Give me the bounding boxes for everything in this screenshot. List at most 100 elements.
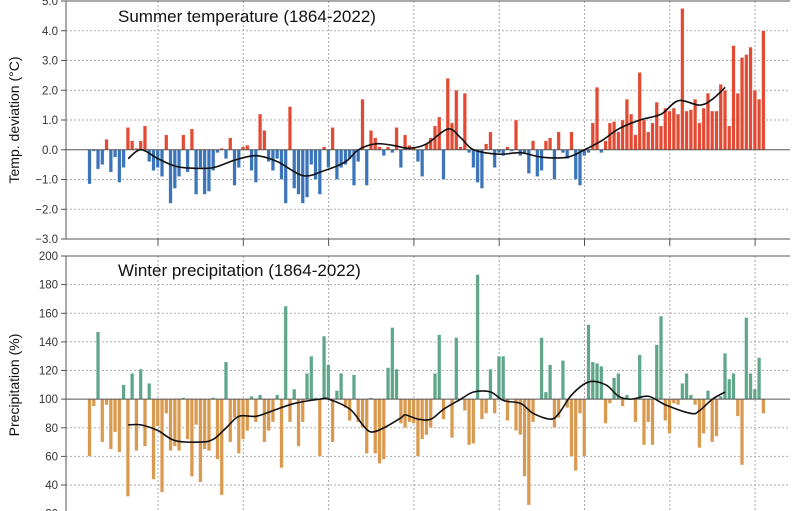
y-tick-label: 100 — [39, 394, 58, 406]
bar-positive — [138, 368, 143, 400]
bar-negative — [87, 149, 92, 185]
bar-negative — [381, 149, 386, 156]
bar-negative — [471, 398, 476, 444]
bar-positive — [130, 373, 135, 400]
bar-negative — [701, 398, 706, 434]
bar-negative — [241, 398, 246, 440]
bar-negative — [206, 149, 211, 192]
bar-negative — [407, 398, 412, 423]
bar-negative — [113, 398, 118, 433]
bar-positive — [351, 374, 356, 400]
y-tick-label: 0.0 — [42, 145, 58, 157]
winter-precipitation-panel: 200 180 160 140 120 100 80 60 40 20 Winter precip… — [6, 251, 790, 511]
bar-negative — [761, 398, 766, 414]
bar-negative — [646, 398, 651, 423]
bar-negative — [539, 149, 544, 171]
bar-negative — [531, 398, 536, 423]
bar-positive — [121, 384, 126, 400]
bar-positive — [676, 113, 681, 150]
bar-negative — [364, 398, 369, 454]
bar-negative — [100, 149, 105, 165]
y-tick-label: 40 — [45, 480, 58, 492]
bar-negative — [245, 398, 250, 431]
bar-positive — [714, 110, 719, 150]
bar-negative — [403, 398, 408, 428]
bar-positive — [445, 78, 450, 150]
bar-negative — [578, 398, 582, 414]
bar-negative — [514, 398, 518, 431]
bar-negative — [266, 398, 271, 431]
bar-negative — [219, 398, 224, 496]
bar-positive — [757, 357, 762, 400]
y-tick-label: −3.0 — [35, 234, 58, 246]
bar-negative — [573, 398, 578, 471]
bar-negative — [194, 149, 199, 195]
y-tick-label: −1.0 — [35, 175, 58, 187]
bar-positive — [181, 134, 186, 150]
bar-negative — [471, 149, 476, 168]
bar-negative — [650, 398, 655, 446]
bar-negative — [411, 398, 416, 424]
bar-negative — [249, 149, 254, 171]
bar-positive — [586, 324, 591, 400]
bar-negative — [232, 398, 237, 418]
bar-positive — [642, 119, 646, 150]
bar-positive — [701, 107, 706, 150]
bar-positive — [433, 373, 437, 400]
bar-positive — [189, 128, 194, 150]
y-tick-label: 5.0 — [42, 0, 58, 8]
bar-negative — [91, 398, 96, 407]
summer-temperature-panel: 5.0 4.0 3.0 2.0 1.0 0.0 −1.0 −2.0 −3.0 Summer te… — [6, 0, 790, 246]
bar-negative — [326, 149, 331, 168]
bar-negative — [330, 398, 335, 443]
bar-negative — [607, 398, 612, 404]
bar-positive — [130, 140, 135, 150]
bar-positive — [548, 137, 553, 150]
y-tick-label: 2.0 — [42, 85, 58, 97]
bar-positive — [744, 54, 749, 150]
bar-negative — [535, 149, 540, 177]
bar-negative — [296, 149, 301, 195]
bar-negative — [155, 398, 160, 427]
trend-line — [127, 86, 726, 177]
bar-positive — [718, 84, 723, 150]
bar-negative — [552, 149, 557, 180]
y-axis-label: Temp. deviation (°C) — [6, 57, 22, 184]
bar-negative — [305, 149, 309, 198]
bar-negative — [398, 149, 403, 168]
bar-positive — [735, 93, 740, 150]
y-tick-label: 140 — [39, 337, 58, 349]
bar-negative — [104, 398, 109, 406]
bar-negative — [143, 398, 147, 447]
bar-negative — [185, 398, 190, 440]
bar-negative — [117, 149, 122, 183]
bar-positive — [671, 107, 676, 150]
bar-negative — [232, 149, 237, 186]
bar-positive — [595, 87, 599, 150]
bar-negative — [522, 398, 527, 477]
bar-negative — [108, 398, 113, 450]
y-tick-label: 3.0 — [42, 56, 58, 68]
bar-positive — [224, 361, 228, 400]
y-axis-label: Precipitation (%) — [6, 334, 22, 437]
bar-negative — [676, 398, 681, 406]
bar-negative — [467, 398, 472, 446]
y-tick-label: 200 — [39, 251, 58, 263]
bar-negative — [424, 398, 429, 436]
bar-positive — [334, 390, 339, 400]
bar-negative — [189, 398, 194, 477]
bar-negative — [168, 149, 173, 204]
bar-positive — [138, 140, 143, 150]
bar-negative — [462, 398, 467, 411]
bar-negative — [113, 149, 118, 158]
y-tick-label: 160 — [39, 308, 58, 320]
bar-positive — [164, 134, 169, 150]
bar-negative — [177, 398, 182, 451]
bar-positive — [650, 122, 655, 150]
bar-negative — [151, 398, 156, 480]
bar-negative — [279, 398, 284, 469]
bar-positive — [761, 30, 766, 150]
bar-negative — [87, 398, 92, 457]
bar-negative — [603, 398, 608, 424]
